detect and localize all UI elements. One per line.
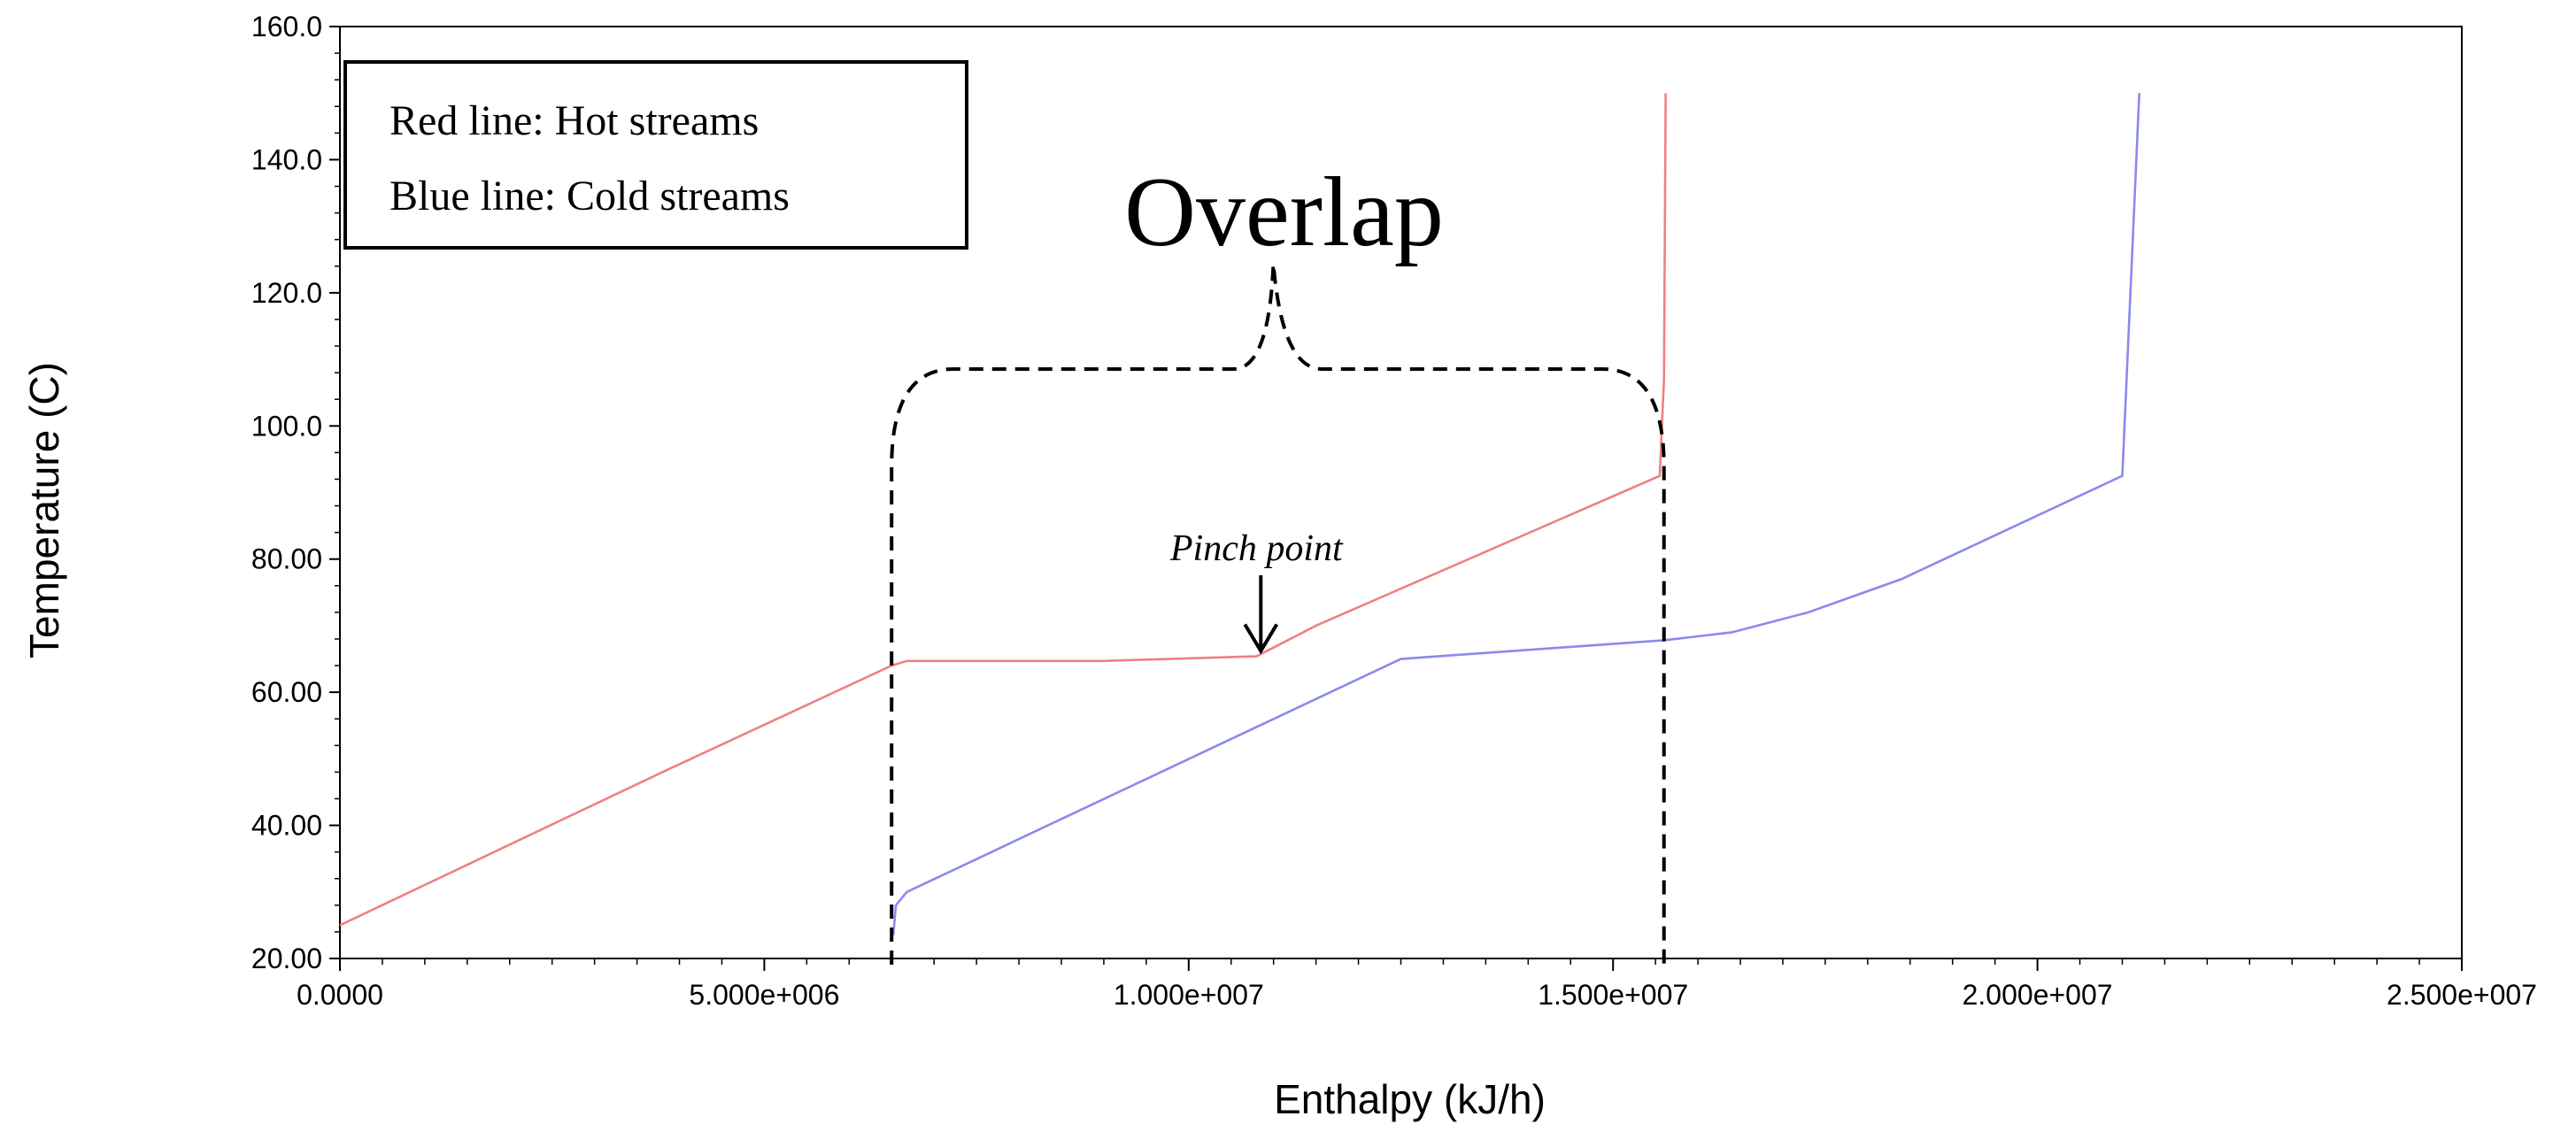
pinch-point-arrow-icon	[1243, 575, 1279, 655]
pinch-point-label: Pinch point	[1169, 528, 1344, 569]
legend-entry-hot: Red line: Hot streams	[389, 97, 759, 144]
legend: Red line: Hot streams Blue line: Cold st…	[343, 60, 968, 250]
legend-box	[343, 60, 968, 250]
x-tick-label: 2.000e+007	[1963, 979, 2113, 1011]
y-tick-label: 160.0	[251, 11, 322, 42]
y-tick-label: 20.00	[251, 943, 322, 974]
x-tick-label: 1.500e+007	[1538, 979, 1688, 1011]
overlap-label: Overlap	[1124, 158, 1444, 267]
y-axis: 20.00 40.00 60.00 80.00 100.0 120.0 140.0 160.0	[251, 11, 340, 974]
x-tick-label: 5.000e+006	[689, 979, 839, 1011]
overlap-bracket	[890, 263, 1666, 965]
y-axis-title: Temperature (C)	[21, 362, 67, 658]
y-tick-label: 140.0	[251, 143, 322, 175]
x-axis: 0.0000 5.000e+006 1.000e+007 1.500e+007 2.00…	[297, 958, 2537, 1011]
legend-entry-cold: Blue line: Cold streams	[389, 173, 790, 219]
y-tick-label: 40.00	[251, 810, 322, 842]
y-tick-label: 60.00	[251, 676, 322, 708]
cold-streams-line	[891, 93, 2140, 935]
x-axis-title: Enthalpy (kJ/h)	[1274, 1076, 1546, 1122]
x-tick-label: 0.0000	[297, 979, 383, 1011]
x-tick-label: 2.500e+007	[2387, 979, 2537, 1011]
x-tick-label: 1.000e+007	[1114, 979, 1264, 1011]
y-tick-label: 100.0	[251, 410, 322, 442]
y-tick-label: 80.00	[251, 543, 322, 575]
y-tick-label: 120.0	[251, 277, 322, 309]
